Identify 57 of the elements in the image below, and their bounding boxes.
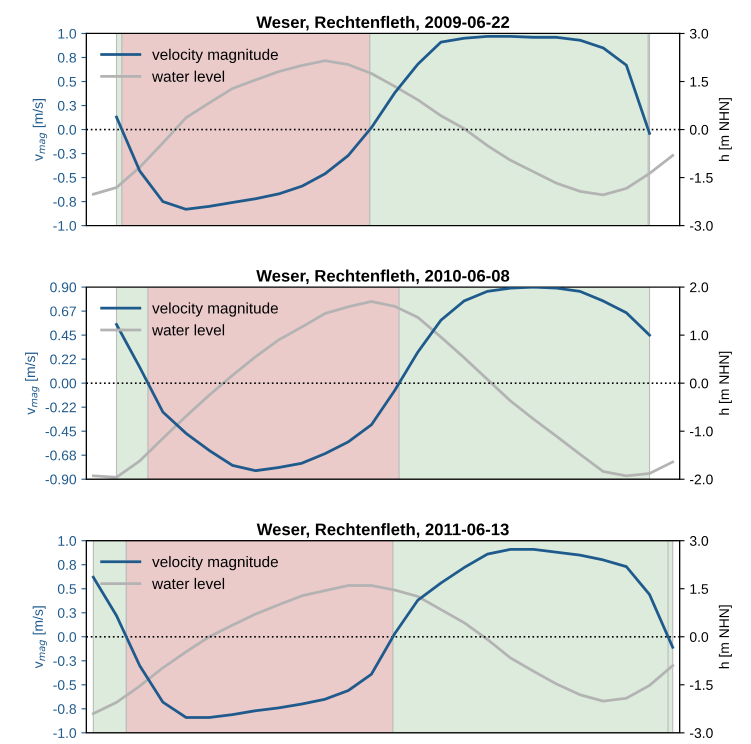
y-axis-title: v$_{mag}$ [m/s] [32,99,48,162]
y-tick-label: -0.8 [53,704,76,714]
y-tick-label: -0.45 [46,426,76,436]
y2-tick-label: 2.0 [690,282,708,292]
y-tick-label: 0.5 [58,76,76,87]
chart-title: Weser, Rechtenfleth, 2010-06-08 [256,269,510,284]
y2-tick-label: -1.5 [690,173,713,183]
y-tick-label: 0.3 [58,608,76,618]
y-tick-label: -0.22 [46,402,76,412]
y-axis-title: v$_{mag}$ [m/s] [32,606,48,668]
y-tick-label: -1.0 [53,728,76,738]
y-tick-label: 0.0 [58,124,76,135]
y2-tick-label: -2.0 [690,474,713,484]
y-tick-label: -0.90 [46,474,76,484]
y2-tick-label: 1.0 [690,330,708,340]
y2-tick-label: -1.5 [690,680,713,690]
y2-tick-label: 1.5 [690,76,708,87]
y2-tick-label: 0.0 [690,632,708,642]
chart-title: Weser, Rechtenfleth, 2009-06-22 [256,16,510,31]
y-tick-label: 1.0 [58,28,76,39]
legend-label: water level [152,70,224,82]
y-axis-title: v$_{mag}$ [m/s] [24,352,40,415]
legend-label: water level [152,578,224,590]
legend-label: water level [152,324,224,336]
legend-label: velocity magnitude [152,48,278,63]
y2-tick-label: -1.0 [690,426,713,436]
y-tick-label: -1.0 [53,220,76,231]
y2-axis-title: h [m NHN] [718,98,732,161]
y-tick-label: 0.00 [50,378,76,388]
y-tick-label: 0.45 [50,330,76,340]
y2-tick-label: 0.0 [690,378,708,388]
y-tick-label: -0.68 [46,450,76,460]
y2-axis-title: h [m NHN] [718,352,732,415]
y-tick-label: 0.0 [58,632,76,642]
y-tick-label: 0.8 [58,52,76,63]
chart-title: Weser, Rechtenfleth, 2011-06-13 [256,523,509,538]
y2-tick-label: 1.5 [690,584,708,594]
y-tick-label: 0.90 [50,282,76,292]
y-tick-label: -0.5 [53,172,76,183]
y-tick-label: -0.3 [53,656,76,666]
y2-tick-label: 3.0 [690,28,708,39]
y-tick-label: 0.67 [50,306,76,316]
y-tick-label: 0.3 [58,100,76,111]
legend-label: velocity magnitude [152,556,278,570]
y2-tick-label: -3.0 [690,728,713,738]
legend-label: velocity magnitude [152,302,278,317]
y-tick-label: -0.3 [53,148,76,159]
y-tick-label: 0.22 [50,354,76,364]
y2-tick-label: 3.0 [690,536,708,546]
y-tick-label: 1.0 [58,536,76,546]
y-tick-label: -0.8 [53,196,76,207]
y-tick-label: 0.8 [58,560,76,570]
y-tick-label: -0.5 [53,680,76,690]
y2-tick-label: 0.0 [690,124,708,135]
y2-tick-label: -3.0 [690,220,713,231]
y2-axis-title: h [m NHN] [718,605,732,668]
y-tick-label: 0.5 [58,584,76,594]
